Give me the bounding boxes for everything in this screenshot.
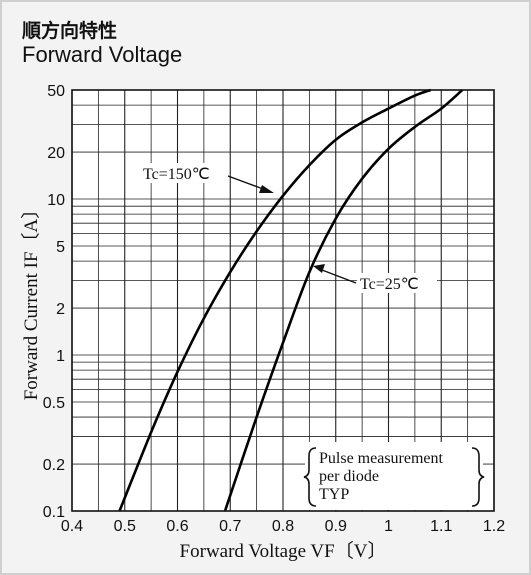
y-axis-label: Forward Current IF〔A〕 bbox=[20, 200, 42, 401]
x-tick-labels: 0.4 0.5 0.6 0.7 0.8 0.9 1 1.1 1.2 bbox=[61, 518, 505, 535]
y-tick-label: 20 bbox=[47, 145, 65, 162]
measurement-note-bg bbox=[305, 442, 483, 510]
annotation-tc25-arrowhead bbox=[313, 264, 325, 273]
x-axis-label: Forward Voltage VF〔V〕 bbox=[180, 540, 387, 562]
annotation-tc150: Tc=150℃ bbox=[140, 163, 274, 193]
y-tick-label: 1 bbox=[56, 348, 65, 365]
x-tick-label: 0.4 bbox=[61, 518, 83, 535]
y-tick-label: 5 bbox=[56, 239, 65, 256]
x-tick-label: 1.2 bbox=[483, 518, 505, 535]
annotation-tc25-leader bbox=[321, 269, 357, 284]
y-tick-label: 0.1 bbox=[43, 504, 65, 521]
annotation-tc25-bg bbox=[357, 273, 437, 293]
y-tick-label: 50 bbox=[47, 83, 65, 100]
y-tick-label: 0.5 bbox=[43, 395, 65, 412]
y-tick-label: 10 bbox=[47, 192, 65, 209]
y-tick-labels: 0.1 0.2 0.5 1 2 5 10 20 50 bbox=[43, 83, 65, 521]
right-brace bbox=[471, 447, 485, 507]
x-tick-label: 1 bbox=[384, 518, 393, 535]
note-line-2: per diode bbox=[319, 468, 379, 485]
y-tick-label: 2 bbox=[56, 301, 65, 318]
annotation-tc150-label: Tc=150℃ bbox=[143, 166, 210, 183]
measurement-note: Pulse measurement per diode TYP bbox=[303, 442, 485, 510]
left-brace bbox=[303, 447, 317, 507]
page-title-japanese: 順方向特性 bbox=[22, 20, 118, 42]
major-grid bbox=[71, 90, 495, 511]
annotation-tc25-label: Tc=25℃ bbox=[360, 276, 419, 293]
x-tick-label: 0.6 bbox=[166, 518, 188, 535]
annotation-tc150-bg bbox=[140, 163, 228, 183]
annotation-tc150-leader bbox=[227, 175, 267, 191]
series-line-tc25 bbox=[223, 89, 464, 512]
x-tick-label: 0.9 bbox=[325, 518, 347, 535]
plot-border bbox=[71, 89, 495, 512]
annotation-tc25: Tc=25℃ bbox=[313, 264, 437, 293]
x-tick-label: 1.1 bbox=[430, 518, 452, 535]
curves bbox=[118, 88, 464, 512]
y-tick-label: 0.2 bbox=[43, 457, 65, 474]
page-title: Forward Voltage bbox=[22, 42, 183, 67]
note-line-3: TYP bbox=[319, 486, 349, 503]
x-tick-label: 0.8 bbox=[272, 518, 294, 535]
series-line-tc150 bbox=[118, 88, 432, 512]
annotation-tc150-arrowhead bbox=[259, 185, 274, 193]
x-tick-label: 0.7 bbox=[219, 518, 241, 535]
x-tick-label: 0.5 bbox=[114, 518, 136, 535]
note-line-1: Pulse measurement bbox=[319, 450, 444, 467]
